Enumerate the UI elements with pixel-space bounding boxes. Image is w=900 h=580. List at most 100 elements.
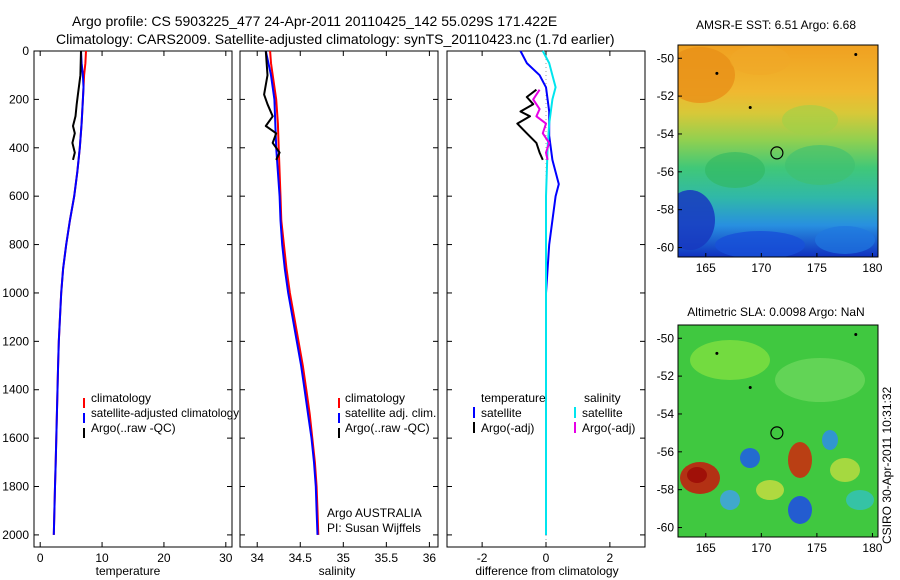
x-tick-label: -2 (477, 551, 488, 565)
sst-map-cold-patch (715, 231, 805, 257)
sst-map-frame (677, 44, 879, 258)
sst-map-green-patch (785, 145, 855, 185)
map-island-speck (715, 71, 719, 75)
x-tick-label: 2 (607, 551, 614, 565)
map-y-tick-label: -56 (657, 445, 675, 459)
sla-map-low-anomaly (846, 490, 874, 510)
legend-label-climatology: climatology (345, 391, 405, 405)
map-y-tick-label: -52 (657, 89, 675, 103)
x-tick-label: 35 (337, 551, 351, 565)
series-line-salinity-argo-adj (532, 89, 551, 161)
map-x-tick-label: 170 (751, 541, 771, 555)
map-x-tick-label: 165 (696, 261, 716, 275)
float-location-marker (770, 426, 784, 440)
figure-title-line1: Argo profile: CS 5903225_477 24-Apr-2011… (72, 13, 557, 29)
series-line-satellite-adj-clim (264, 50, 319, 535)
x-tick-label: 0 (37, 551, 44, 565)
legend-title-salinity: salinity (584, 391, 621, 405)
map-y-tick-label: -54 (657, 407, 675, 421)
series-line-satellite-adjusted-climatology (52, 50, 85, 535)
temperature-panel: 0 10 20 30 0 200 400 600 800 1000 1200 1400 1600 1800… (2, 44, 233, 565)
temperature-legend: climatology satellite-adjusted climatolo… (83, 391, 239, 438)
sst-map-green-patch (705, 152, 765, 188)
y-tick-label: 1800 (2, 480, 29, 494)
map-island-speck (854, 52, 858, 56)
map-x-tick-label: 175 (807, 261, 827, 275)
sla-map-yellow-patch (830, 458, 860, 482)
sla-map-low-anomaly (740, 448, 760, 468)
sla-map-yellow-patch (756, 480, 784, 500)
float-pi-label: PI: Susan Wijffels (327, 521, 421, 535)
legend-label-sal-argo: Argo(-adj) (582, 421, 635, 435)
sla-map-low-anomaly (720, 490, 740, 510)
legend-label-argo: Argo(..raw -QC) (91, 421, 176, 435)
map-y-tick-label: -58 (657, 203, 675, 217)
figure-title-line2: Climatology: CARS2009. Satellite-adjuste… (56, 31, 614, 47)
map-y-tick-label: -60 (657, 521, 675, 535)
map-x-tick-label: 180 (862, 541, 882, 555)
legend-label-satellite-adj: satellite adj. clim. (345, 406, 436, 420)
sla-map-frame (677, 324, 879, 538)
temperature-axis-label: temperature (96, 564, 161, 578)
legend-label-satellite-adjusted: satellite-adjusted climatology (91, 406, 239, 420)
salinity-legend: climatology satellite adj. clim. Argo(..… (338, 391, 436, 438)
x-tick-label: 30 (219, 551, 233, 565)
x-tick-label: 36 (423, 551, 437, 565)
y-tick-label: 800 (9, 238, 29, 252)
sst-map-axes: 165 170 175 180 -50 -52 -54 -56 -58 -60 (657, 51, 883, 275)
temperature-panel-frame (33, 50, 233, 548)
sst-map-title: AMSR-E SST: 6.51 Argo: 6.68 (696, 18, 856, 32)
series-line-argo-raw-qc (263, 50, 281, 161)
sst-map-yellow-patch (782, 105, 838, 135)
sla-map-low-anomaly (822, 430, 838, 450)
legend-title-temperature: temperature (481, 391, 546, 405)
sst-map-cold-patch (678, 190, 715, 250)
legend-label-argo: Argo(..raw -QC) (345, 421, 430, 435)
legend-label-sal-satellite: satellite (582, 406, 623, 420)
series-line-temperature-satellite (519, 50, 560, 535)
x-tick-label: 34 (251, 551, 265, 565)
legend-label-temp-satellite: satellite (481, 406, 522, 420)
sla-map-high-anomaly (788, 442, 812, 478)
salinity-axis-label: salinity (319, 564, 356, 578)
salinity-panel: 34 34.5 35 35.5 36 (240, 50, 438, 565)
series-line-climatology (269, 50, 320, 535)
credit-timestamp: CSIRO 30-Apr-2011 10:31:32 (880, 386, 894, 544)
salinity-panel-frame (239, 50, 439, 548)
sla-map-patch (775, 358, 865, 402)
map-island-speck (748, 385, 752, 389)
y-tick-label: 600 (9, 189, 29, 203)
x-tick-label: 34.5 (289, 551, 313, 565)
y-tick-label: 400 (9, 141, 29, 155)
map-y-tick-label: -58 (657, 483, 675, 497)
sla-map-axes: 165 170 175 180 -50 -52 -54 -56 -58 -60 (657, 331, 883, 555)
sla-map-image (678, 325, 878, 537)
x-tick-label: 0 (543, 551, 550, 565)
y-tick-label: 1600 (2, 431, 29, 445)
x-tick-label: 35.5 (375, 551, 399, 565)
legend-label-climatology: climatology (91, 391, 151, 405)
series-line-salinity-satellite (541, 50, 557, 535)
sla-map-patch (690, 340, 770, 380)
float-location-marker (770, 146, 784, 160)
map-x-tick-label: 165 (696, 541, 716, 555)
sla-map-title: Altimetric SLA: 0.0098 Argo: NaN (687, 305, 864, 319)
sst-map-warm-patch (678, 47, 735, 103)
y-tick-label: 200 (9, 92, 29, 106)
sst-map-image (678, 45, 878, 257)
y-tick-label: 2000 (2, 528, 29, 542)
map-x-tick-label: 180 (862, 261, 882, 275)
x-tick-label: 10 (95, 551, 109, 565)
sla-map-high-anomaly-core (687, 467, 707, 483)
x-tick-label: 20 (157, 551, 171, 565)
legend-label-temp-argo: Argo(-adj) (481, 421, 534, 435)
map-y-tick-label: -56 (657, 165, 675, 179)
y-tick-label: 1200 (2, 334, 29, 348)
y-tick-label: 1000 (2, 286, 29, 300)
y-tick-label: 0 (22, 44, 29, 58)
series-line-temperature-argo-adj (516, 88, 544, 161)
map-y-tick-label: -50 (657, 51, 675, 65)
y-tick-label: 1400 (2, 383, 29, 397)
map-x-tick-label: 175 (807, 541, 827, 555)
